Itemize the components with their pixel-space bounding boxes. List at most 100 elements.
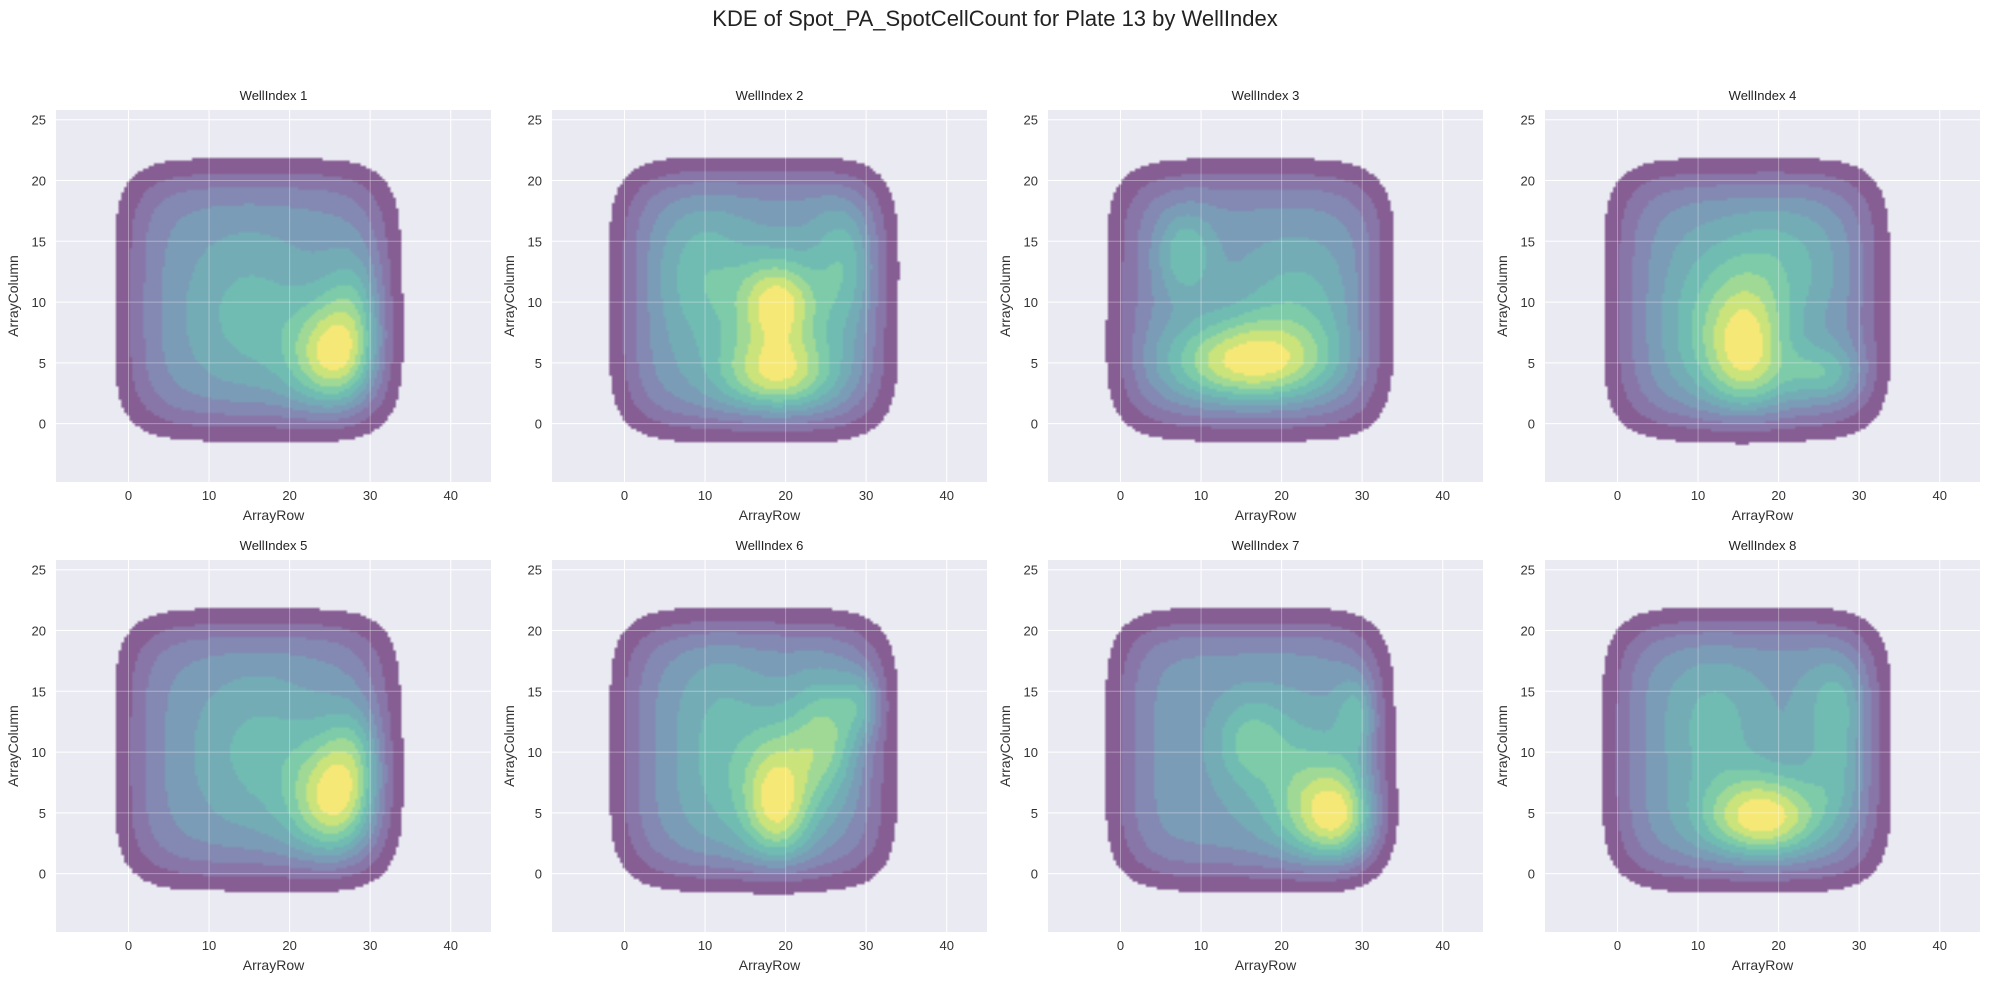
figure-title: KDE of Spot_PA_SpotCellCount for Plate 1… [712, 6, 1278, 31]
y-tick-label: 20 [1024, 624, 1038, 639]
y-tick-label: 10 [528, 295, 542, 310]
y-tick-label: 20 [32, 624, 46, 639]
x-tick-label: 30 [1355, 488, 1369, 503]
x-tick-label: 20 [282, 488, 296, 503]
y-tick-label: 20 [528, 174, 542, 189]
y-tick-label: 5 [535, 806, 542, 821]
subplot-8: 0 10 20 30 40 0 5 10 15 20 25 ArrayRow ArrayColumn We… [1494, 538, 1980, 973]
x-tick-label: 20 [1274, 488, 1288, 503]
kde-density [56, 110, 491, 482]
x-axis-label: ArrayRow [739, 957, 801, 973]
x-tick-label: 0 [1117, 488, 1124, 503]
subplot-title: WellIndex 8 [1729, 538, 1797, 553]
kde-density [552, 110, 987, 482]
subplot-7: 0 10 20 30 40 0 5 10 15 20 25 ArrayRow ArrayColumn We… [997, 538, 1483, 973]
subplot-title: WellIndex 6 [736, 538, 804, 553]
y-tick-label: 25 [1024, 113, 1038, 128]
x-tick-label: 0 [125, 488, 132, 503]
y-tick-label: 15 [1521, 234, 1535, 249]
x-tick-label: 30 [363, 488, 377, 503]
x-tick-label: 40 [443, 488, 457, 503]
x-axis-label: ArrayRow [1235, 957, 1297, 973]
y-tick-label: 15 [528, 234, 542, 249]
x-tick-label: 0 [125, 938, 132, 953]
y-tick-label: 5 [1528, 806, 1535, 821]
y-axis-label: ArrayColumn [5, 255, 21, 337]
x-tick-label: 0 [621, 488, 628, 503]
y-tick-label: 25 [528, 563, 542, 578]
y-tick-label: 10 [32, 745, 46, 760]
y-tick-label: 0 [1528, 417, 1535, 432]
x-tick-label: 10 [202, 488, 216, 503]
y-tick-label: 0 [39, 867, 46, 882]
y-tick-label: 25 [1521, 113, 1535, 128]
y-tick-label: 10 [1521, 745, 1535, 760]
y-tick-label: 0 [39, 417, 46, 432]
x-axis-label: ArrayRow [243, 957, 305, 973]
y-tick-label: 15 [1521, 684, 1535, 699]
kde-density [552, 560, 987, 932]
x-tick-label: 10 [1691, 938, 1705, 953]
y-tick-label: 10 [528, 745, 542, 760]
y-axis-label: ArrayColumn [997, 255, 1013, 337]
y-tick-label: 15 [1024, 684, 1038, 699]
x-axis-label: ArrayRow [1732, 507, 1794, 523]
x-tick-label: 0 [1614, 488, 1621, 503]
x-tick-label: 30 [1852, 488, 1866, 503]
x-tick-label: 30 [859, 938, 873, 953]
y-tick-label: 25 [528, 113, 542, 128]
x-tick-label: 20 [1771, 938, 1785, 953]
subplot-title: WellIndex 1 [240, 88, 308, 103]
subplot-6: 0 10 20 30 40 0 5 10 15 20 25 ArrayRow ArrayColumn We… [501, 538, 987, 973]
y-tick-label: 10 [1024, 295, 1038, 310]
y-tick-label: 20 [1024, 174, 1038, 189]
y-tick-label: 5 [1031, 356, 1038, 371]
y-tick-label: 0 [535, 867, 542, 882]
x-tick-label: 20 [1771, 488, 1785, 503]
x-tick-label: 30 [1852, 938, 1866, 953]
y-tick-label: 25 [1521, 563, 1535, 578]
subplot-4: 0 10 20 30 40 0 5 10 15 20 25 ArrayRow ArrayColumn We… [1494, 88, 1980, 523]
y-tick-label: 5 [1528, 356, 1535, 371]
y-tick-label: 25 [1024, 563, 1038, 578]
subplot-2: 0 10 20 30 40 0 5 10 15 20 25 ArrayRow ArrayColumn We… [501, 88, 987, 523]
x-tick-label: 10 [202, 938, 216, 953]
x-tick-label: 40 [1932, 938, 1946, 953]
y-tick-label: 20 [528, 624, 542, 639]
x-tick-label: 10 [1194, 488, 1208, 503]
y-tick-label: 10 [32, 295, 46, 310]
y-tick-label: 10 [1024, 745, 1038, 760]
y-tick-label: 5 [39, 806, 46, 821]
x-tick-label: 30 [859, 488, 873, 503]
y-tick-label: 5 [1031, 806, 1038, 821]
kde-density [1048, 110, 1483, 482]
x-tick-label: 10 [698, 488, 712, 503]
x-tick-label: 20 [778, 938, 792, 953]
x-tick-label: 40 [1435, 488, 1449, 503]
y-axis-label: ArrayColumn [501, 255, 517, 337]
kde-density [56, 560, 491, 932]
x-tick-label: 10 [698, 938, 712, 953]
x-tick-label: 40 [939, 488, 953, 503]
subplot-title: WellIndex 3 [1232, 88, 1300, 103]
y-tick-label: 20 [1521, 174, 1535, 189]
x-tick-label: 40 [1932, 488, 1946, 503]
y-tick-label: 20 [1521, 624, 1535, 639]
x-tick-label: 0 [1614, 938, 1621, 953]
subplot-3: 0 10 20 30 40 0 5 10 15 20 25 ArrayRow ArrayColumn We… [997, 88, 1483, 523]
x-tick-label: 20 [778, 488, 792, 503]
subplot-5: 0 10 20 30 40 0 5 10 15 20 25 ArrayRow ArrayColumn We… [5, 538, 491, 973]
x-tick-label: 40 [1435, 938, 1449, 953]
y-tick-label: 25 [32, 113, 46, 128]
y-tick-label: 15 [32, 234, 46, 249]
subplot-title: WellIndex 5 [240, 538, 308, 553]
y-tick-label: 10 [1521, 295, 1535, 310]
x-tick-label: 10 [1194, 938, 1208, 953]
x-axis-label: ArrayRow [1732, 957, 1794, 973]
x-tick-label: 40 [939, 938, 953, 953]
y-tick-label: 15 [1024, 234, 1038, 249]
x-tick-label: 30 [363, 938, 377, 953]
kde-density [1545, 110, 1980, 482]
